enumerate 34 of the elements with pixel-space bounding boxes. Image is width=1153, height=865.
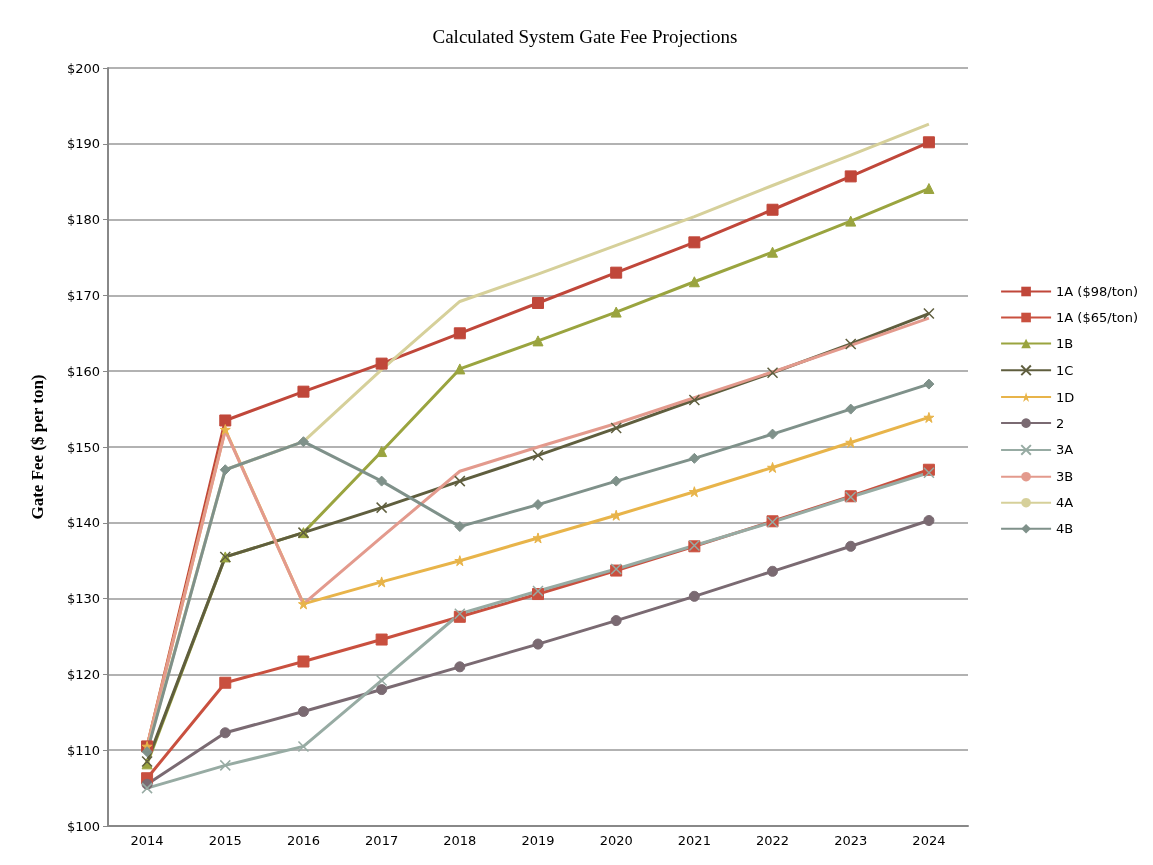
x-tick-label: 2020 xyxy=(599,833,633,848)
x-tick-label: 2017 xyxy=(365,833,399,848)
x-tick-label: 2022 xyxy=(756,833,790,848)
x-tick-label: 2014 xyxy=(130,833,164,848)
legend-label: 3A xyxy=(1056,442,1074,458)
y-tick-label: $170 xyxy=(66,287,100,303)
x-tick-label: 2018 xyxy=(443,833,477,848)
y-tick-label: $180 xyxy=(66,212,100,228)
legend-label: 1C xyxy=(1056,362,1074,378)
legend-label: 3B xyxy=(1056,469,1074,485)
y-tick-label: $120 xyxy=(66,666,100,682)
legend-label: 1A ($98/ton) xyxy=(1056,284,1139,299)
y-tick-label: $150 xyxy=(66,439,100,455)
y-tick-label: $130 xyxy=(66,591,100,607)
x-tick-label: 2019 xyxy=(521,833,555,848)
y-tick-label: $200 xyxy=(66,60,100,76)
legend-label: 1A ($65/ton) xyxy=(1056,310,1139,325)
x-tick-label: 2023 xyxy=(834,833,868,848)
chart-title: Calculated System Gate Fee Projections xyxy=(432,26,738,47)
legend-label: 1D xyxy=(1056,389,1075,405)
legend-label: 1B xyxy=(1056,336,1074,351)
x-tick-label: 2024 xyxy=(912,833,946,848)
x-tick-label: 2021 xyxy=(677,833,711,848)
x-tick-label: 2015 xyxy=(208,833,242,848)
y-tick-label: $110 xyxy=(66,742,100,758)
legend-label: 4B xyxy=(1056,521,1074,537)
x-tick-label: 2016 xyxy=(286,833,320,848)
y-axis-title: Gate Fee ($ per ton) xyxy=(28,374,47,520)
legend-label: 4A xyxy=(1056,495,1074,511)
y-tick-label: $140 xyxy=(66,515,100,531)
legend-label: 2 xyxy=(1056,415,1065,431)
y-tick-label: $100 xyxy=(66,818,100,834)
y-tick-label: $160 xyxy=(66,363,100,379)
y-tick-label: $190 xyxy=(66,136,100,152)
